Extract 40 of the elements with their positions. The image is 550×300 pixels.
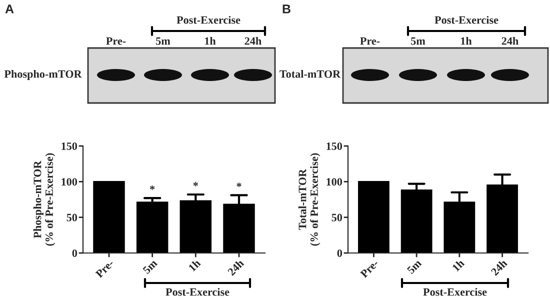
- y-tick-label: 50: [332, 214, 342, 222]
- bar: [93, 180, 125, 253]
- text: Post-Exercise: [166, 288, 230, 296]
- text: Post-Exercise: [176, 16, 240, 24]
- y-axis-title: Phospho-mTOR (% of Pre-Exercise): [33, 153, 56, 246]
- annotation: *: [150, 186, 155, 190]
- text: 24h: [244, 36, 262, 45]
- y-axis-title: Total-mTOR (% of Pre-Exercise): [298, 153, 320, 246]
- x-tick-label: 5m: [406, 258, 422, 274]
- text: Phospho-mTOR: [4, 70, 82, 80]
- text: 1h: [461, 36, 472, 45]
- text: A: [5, 4, 14, 14]
- text: Total-mTOR: [280, 70, 341, 78]
- text: 5m: [411, 37, 426, 45]
- y-tick-label: 100: [326, 178, 342, 186]
- text: 1h: [205, 36, 216, 45]
- y-tick-label: 0: [337, 249, 342, 257]
- y-tick-label: 50: [66, 214, 78, 222]
- text: Post-Exercise: [434, 16, 498, 24]
- x-tick-label: 24h: [490, 258, 508, 276]
- text: Pre-: [106, 37, 126, 45]
- x-tick-label: 1h: [188, 258, 201, 272]
- x-tick-label: 1h: [452, 258, 465, 272]
- y-tick-label: 150: [62, 142, 78, 150]
- y-tick-label: 150: [326, 142, 342, 150]
- text: 5m: [156, 37, 170, 45]
- bar: [358, 180, 390, 253]
- text: Post-Exercise: [423, 288, 487, 296]
- y-tick-label: 0: [72, 249, 78, 257]
- text: Pre-: [360, 37, 380, 45]
- x-tick-label: 5m: [142, 258, 158, 274]
- x-tick-label: 24h: [227, 258, 244, 276]
- text: 24h: [502, 36, 518, 45]
- text: B: [282, 4, 290, 14]
- annotation: *: [193, 182, 198, 186]
- annotation: *: [236, 182, 242, 187]
- x-tick-label: Pre-: [360, 259, 379, 278]
- y-tick-label: 100: [62, 178, 78, 186]
- x-tick-label: Pre-: [95, 259, 114, 278]
- bar: [136, 202, 168, 253]
